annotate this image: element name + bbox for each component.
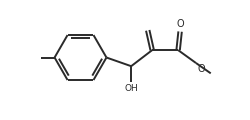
Text: O: O [197, 64, 205, 74]
Text: OH: OH [124, 84, 138, 93]
Text: O: O [176, 19, 184, 29]
